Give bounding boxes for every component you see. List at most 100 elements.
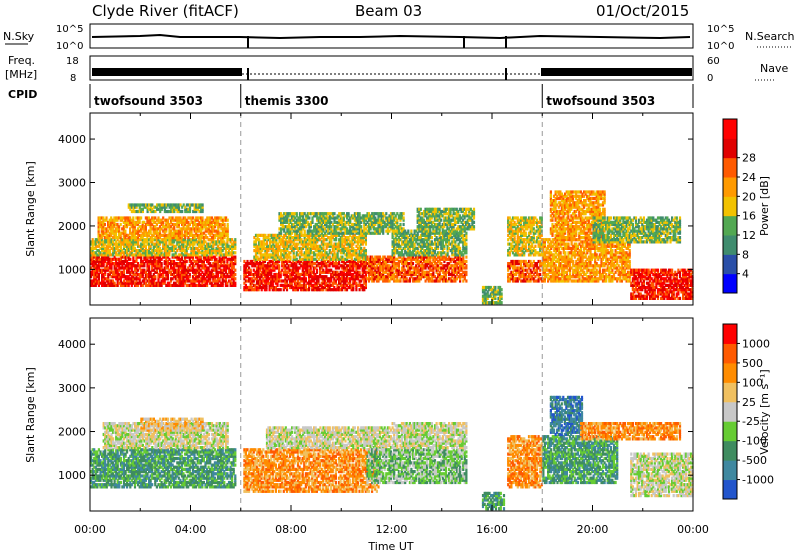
power-cell [364, 242, 367, 246]
power-cell [226, 222, 229, 227]
power-cell [199, 231, 203, 235]
power-cell [115, 257, 118, 261]
power-cell [330, 236, 333, 240]
power-cell [386, 229, 389, 233]
power-cell [355, 251, 358, 255]
power-cell [316, 233, 319, 237]
power-cell [135, 279, 138, 283]
power-cell [119, 222, 122, 227]
power-cell [334, 266, 337, 270]
power-cell [122, 242, 126, 246]
power-cell [156, 207, 159, 211]
power-cell [440, 275, 443, 279]
power-cell [140, 281, 143, 285]
power-cell [246, 288, 249, 292]
power-cell [361, 266, 364, 270]
power-cell [90, 272, 93, 277]
power-cell [402, 212, 405, 216]
power-cell [331, 257, 334, 261]
power-cell [119, 275, 122, 279]
power-cell [281, 242, 284, 246]
power-cell [459, 272, 462, 277]
power-cell [305, 238, 308, 242]
power-cell [283, 229, 286, 233]
power-cell [338, 212, 341, 216]
power-cell [341, 227, 344, 231]
power-cell [163, 279, 166, 283]
power-cell [201, 205, 204, 209]
power-cell [438, 255, 441, 259]
power-cell [338, 227, 341, 231]
power-cell [115, 272, 118, 277]
power-cell [270, 279, 273, 283]
power-cell [330, 229, 333, 233]
power-cell [360, 279, 363, 283]
power-cell [292, 277, 295, 281]
power-cell [176, 222, 179, 227]
power-cell [227, 270, 231, 274]
power-cell [363, 249, 366, 253]
power-cell [400, 259, 404, 264]
power-cell [380, 214, 383, 218]
power-cell [105, 283, 108, 287]
power-cell [162, 203, 165, 207]
power-cell [282, 270, 285, 274]
power-cell [212, 268, 215, 272]
power-cell [419, 277, 422, 281]
power-cell [355, 244, 358, 248]
power-cell [221, 222, 225, 227]
power-cell [162, 244, 165, 248]
power-cell [122, 225, 125, 229]
power-cell [176, 229, 179, 233]
power-cell [454, 264, 457, 268]
power-cell [176, 218, 179, 222]
power-cell [355, 283, 358, 287]
power-cell [157, 279, 160, 283]
power-cell [374, 259, 377, 264]
power-cell [266, 277, 270, 281]
power-cell [344, 238, 347, 242]
power-cell [371, 216, 374, 220]
power-cell [312, 262, 315, 266]
power-cell [306, 222, 309, 227]
power-cell [104, 255, 107, 259]
power-cell [347, 272, 350, 277]
power-cell [212, 220, 215, 224]
power-cell [393, 244, 396, 248]
power-cell [393, 246, 396, 250]
power-cell [184, 244, 187, 248]
power-cell [353, 253, 356, 257]
power-cell [315, 268, 319, 272]
power-cell [135, 209, 138, 214]
power-cell [163, 229, 166, 233]
power-cell [457, 275, 460, 279]
power-cell [176, 220, 179, 224]
power-cell [342, 251, 345, 255]
power-cell [314, 266, 317, 270]
power-cell [184, 236, 187, 240]
power-cell [306, 216, 309, 220]
power-cell [231, 277, 234, 281]
power-cell [185, 231, 188, 235]
power-cell [320, 236, 323, 240]
power-cell [320, 266, 323, 270]
power-cell [125, 216, 129, 220]
power-cell [432, 264, 435, 268]
power-cell [136, 227, 140, 231]
power-cell [108, 272, 111, 277]
power-cell [421, 268, 424, 272]
power-cell [323, 262, 326, 266]
power-cell [272, 246, 275, 250]
power-cell [190, 242, 193, 246]
power-cell [151, 207, 154, 211]
power-cell [358, 279, 361, 283]
power-cell [352, 275, 355, 279]
power-cell [345, 270, 349, 274]
power-cell [341, 249, 344, 253]
power-cell [300, 283, 303, 287]
power-cell [457, 266, 460, 270]
power-cell [309, 259, 312, 264]
power-cell [165, 270, 168, 274]
power-cell [385, 222, 388, 227]
power-cell [367, 225, 371, 229]
